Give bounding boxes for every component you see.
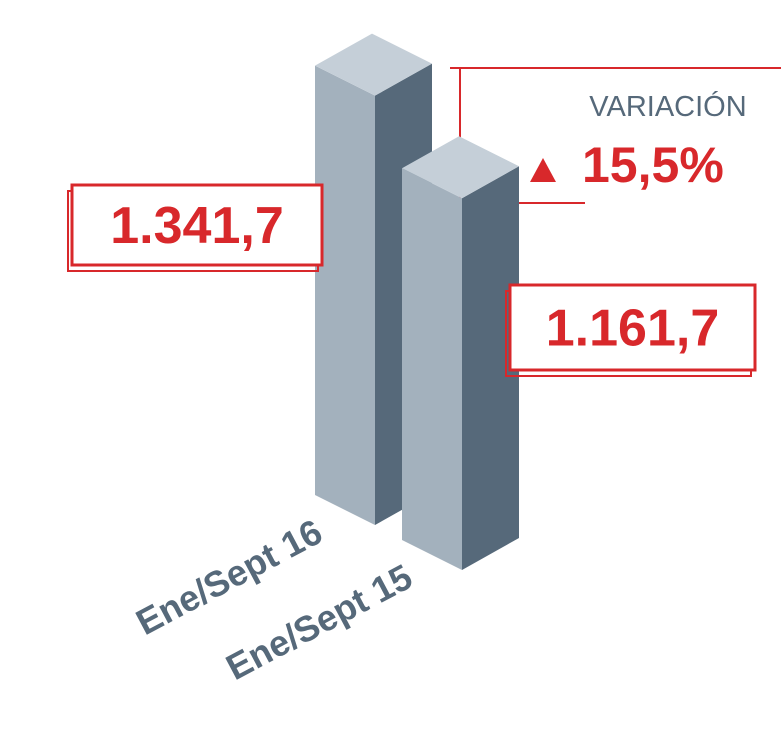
annotation-title: VARIACIÓN (589, 90, 746, 123)
value-label: 1.161,7 (546, 300, 720, 358)
bar-top-face (402, 136, 519, 199)
bar-left-face (315, 65, 375, 525)
label-box (508, 283, 757, 372)
bar-left-face (402, 168, 462, 571)
annotation-text: 15,5% (582, 137, 724, 193)
bar-top-face (315, 33, 432, 96)
label-box (70, 183, 324, 267)
up-arrow (530, 158, 556, 182)
value-label: 1.341,7 (110, 197, 284, 255)
bar-right-face (462, 166, 519, 571)
